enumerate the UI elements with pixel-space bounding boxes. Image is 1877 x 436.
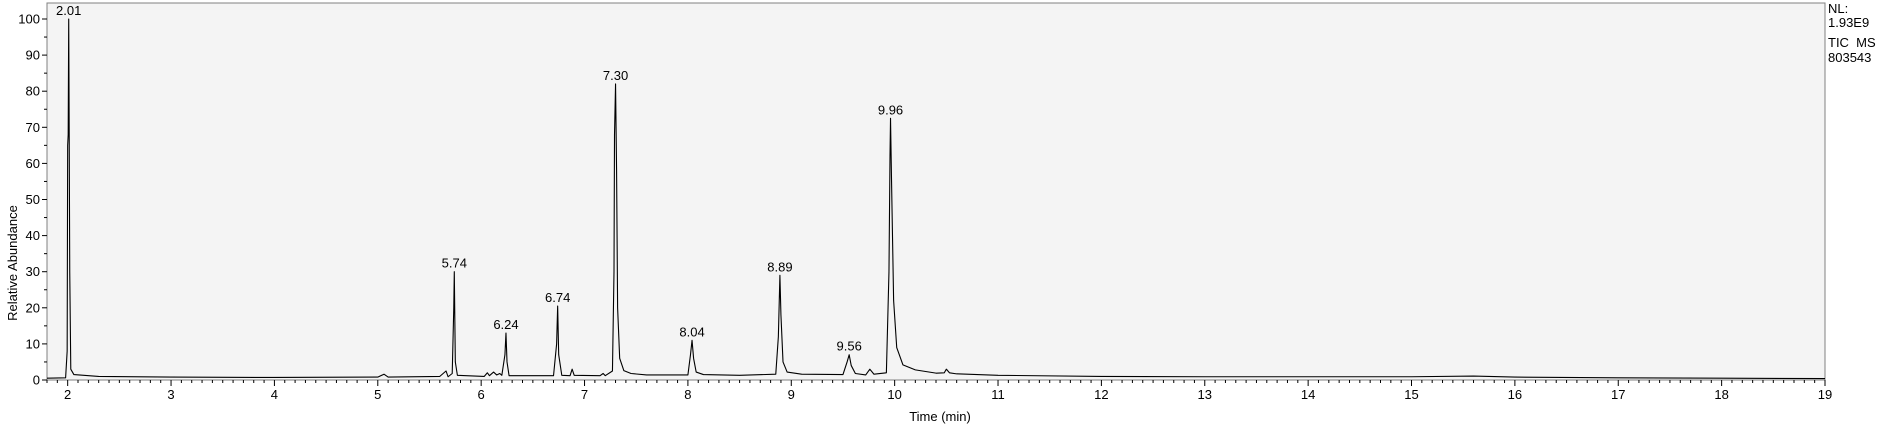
x-tick-label-8: 10 — [887, 387, 901, 402]
x-tick-label-0: 2 — [64, 387, 71, 402]
peak-label-3: 6.74 — [545, 290, 570, 305]
x-tick-label-5: 7 — [581, 387, 588, 402]
y-tick-label-0: 0 — [33, 373, 40, 388]
x-tick-label-1: 3 — [167, 387, 174, 402]
x-axis-title: Time (min) — [909, 409, 971, 424]
y-tick-label-2: 20 — [26, 300, 40, 315]
y-axis: 0 10 20 30 40 50 60 70 80 90 100 — [18, 12, 47, 388]
scan-filter: TIC MS — [1828, 35, 1876, 50]
x-tick-label-2: 4 — [271, 387, 278, 402]
y-tick-label-4: 40 — [26, 228, 40, 243]
x-axis: 2 3 4 5 6 7 8 9 10 11 12 13 14 15 16 17 18 19 — [46, 380, 1832, 402]
sample-id: 803543 — [1828, 50, 1871, 65]
peak-label-8: 9.96 — [878, 102, 903, 117]
x-tick-label-12: 14 — [1301, 387, 1315, 402]
x-tick-label-16: 18 — [1714, 387, 1728, 402]
y-tick-label-8: 80 — [26, 84, 40, 99]
normalization-info: NL: 1.93E9 TIC MS 803543 — [1828, 1, 1876, 65]
x-tick-label-10: 12 — [1094, 387, 1108, 402]
y-tick-label-7: 70 — [26, 120, 40, 135]
y-tick-label-10: 100 — [18, 12, 40, 27]
y-tick-label-3: 30 — [26, 264, 40, 279]
peak-label-7: 9.56 — [837, 339, 862, 354]
x-tick-label-3: 5 — [374, 387, 381, 402]
peak-label-group: 2.01 5.74 6.24 6.74 7.30 8.04 8.89 9.56 9.96 — [56, 3, 903, 354]
peak-label-1: 5.74 — [442, 256, 467, 271]
y-tick-label-9: 90 — [26, 48, 40, 63]
peak-label-6: 8.89 — [767, 259, 792, 274]
x-tick-label-14: 16 — [1508, 387, 1522, 402]
x-tick-label-17: 19 — [1818, 387, 1832, 402]
x-tick-label-13: 15 — [1404, 387, 1418, 402]
y-axis-title: Relative Abundance — [5, 205, 20, 321]
x-tick-label-9: 11 — [991, 387, 1005, 402]
trace-group — [46, 18, 1826, 380]
peak-label-4: 7.30 — [603, 68, 628, 83]
peak-label-2: 6.24 — [493, 317, 518, 332]
plot-area-background — [46, 2, 1826, 381]
x-tick-label-11: 13 — [1198, 387, 1212, 402]
nl-value: 1.93E9 — [1828, 15, 1869, 30]
y-tick-label-1: 10 — [26, 336, 40, 351]
y-tick-label-6: 60 — [26, 156, 40, 171]
x-tick-label-15: 17 — [1611, 387, 1625, 402]
y-tick-label-5: 50 — [26, 192, 40, 207]
peak-label-0: 2.01 — [56, 3, 81, 18]
x-tick-label-6: 8 — [684, 387, 691, 402]
x-tick-label-4: 6 — [478, 387, 485, 402]
x-tick-label-7: 9 — [788, 387, 795, 402]
nl-label: NL: — [1828, 1, 1848, 16]
peak-label-5: 8.04 — [679, 324, 704, 339]
tic-trace-0 — [46, 18, 1826, 380]
